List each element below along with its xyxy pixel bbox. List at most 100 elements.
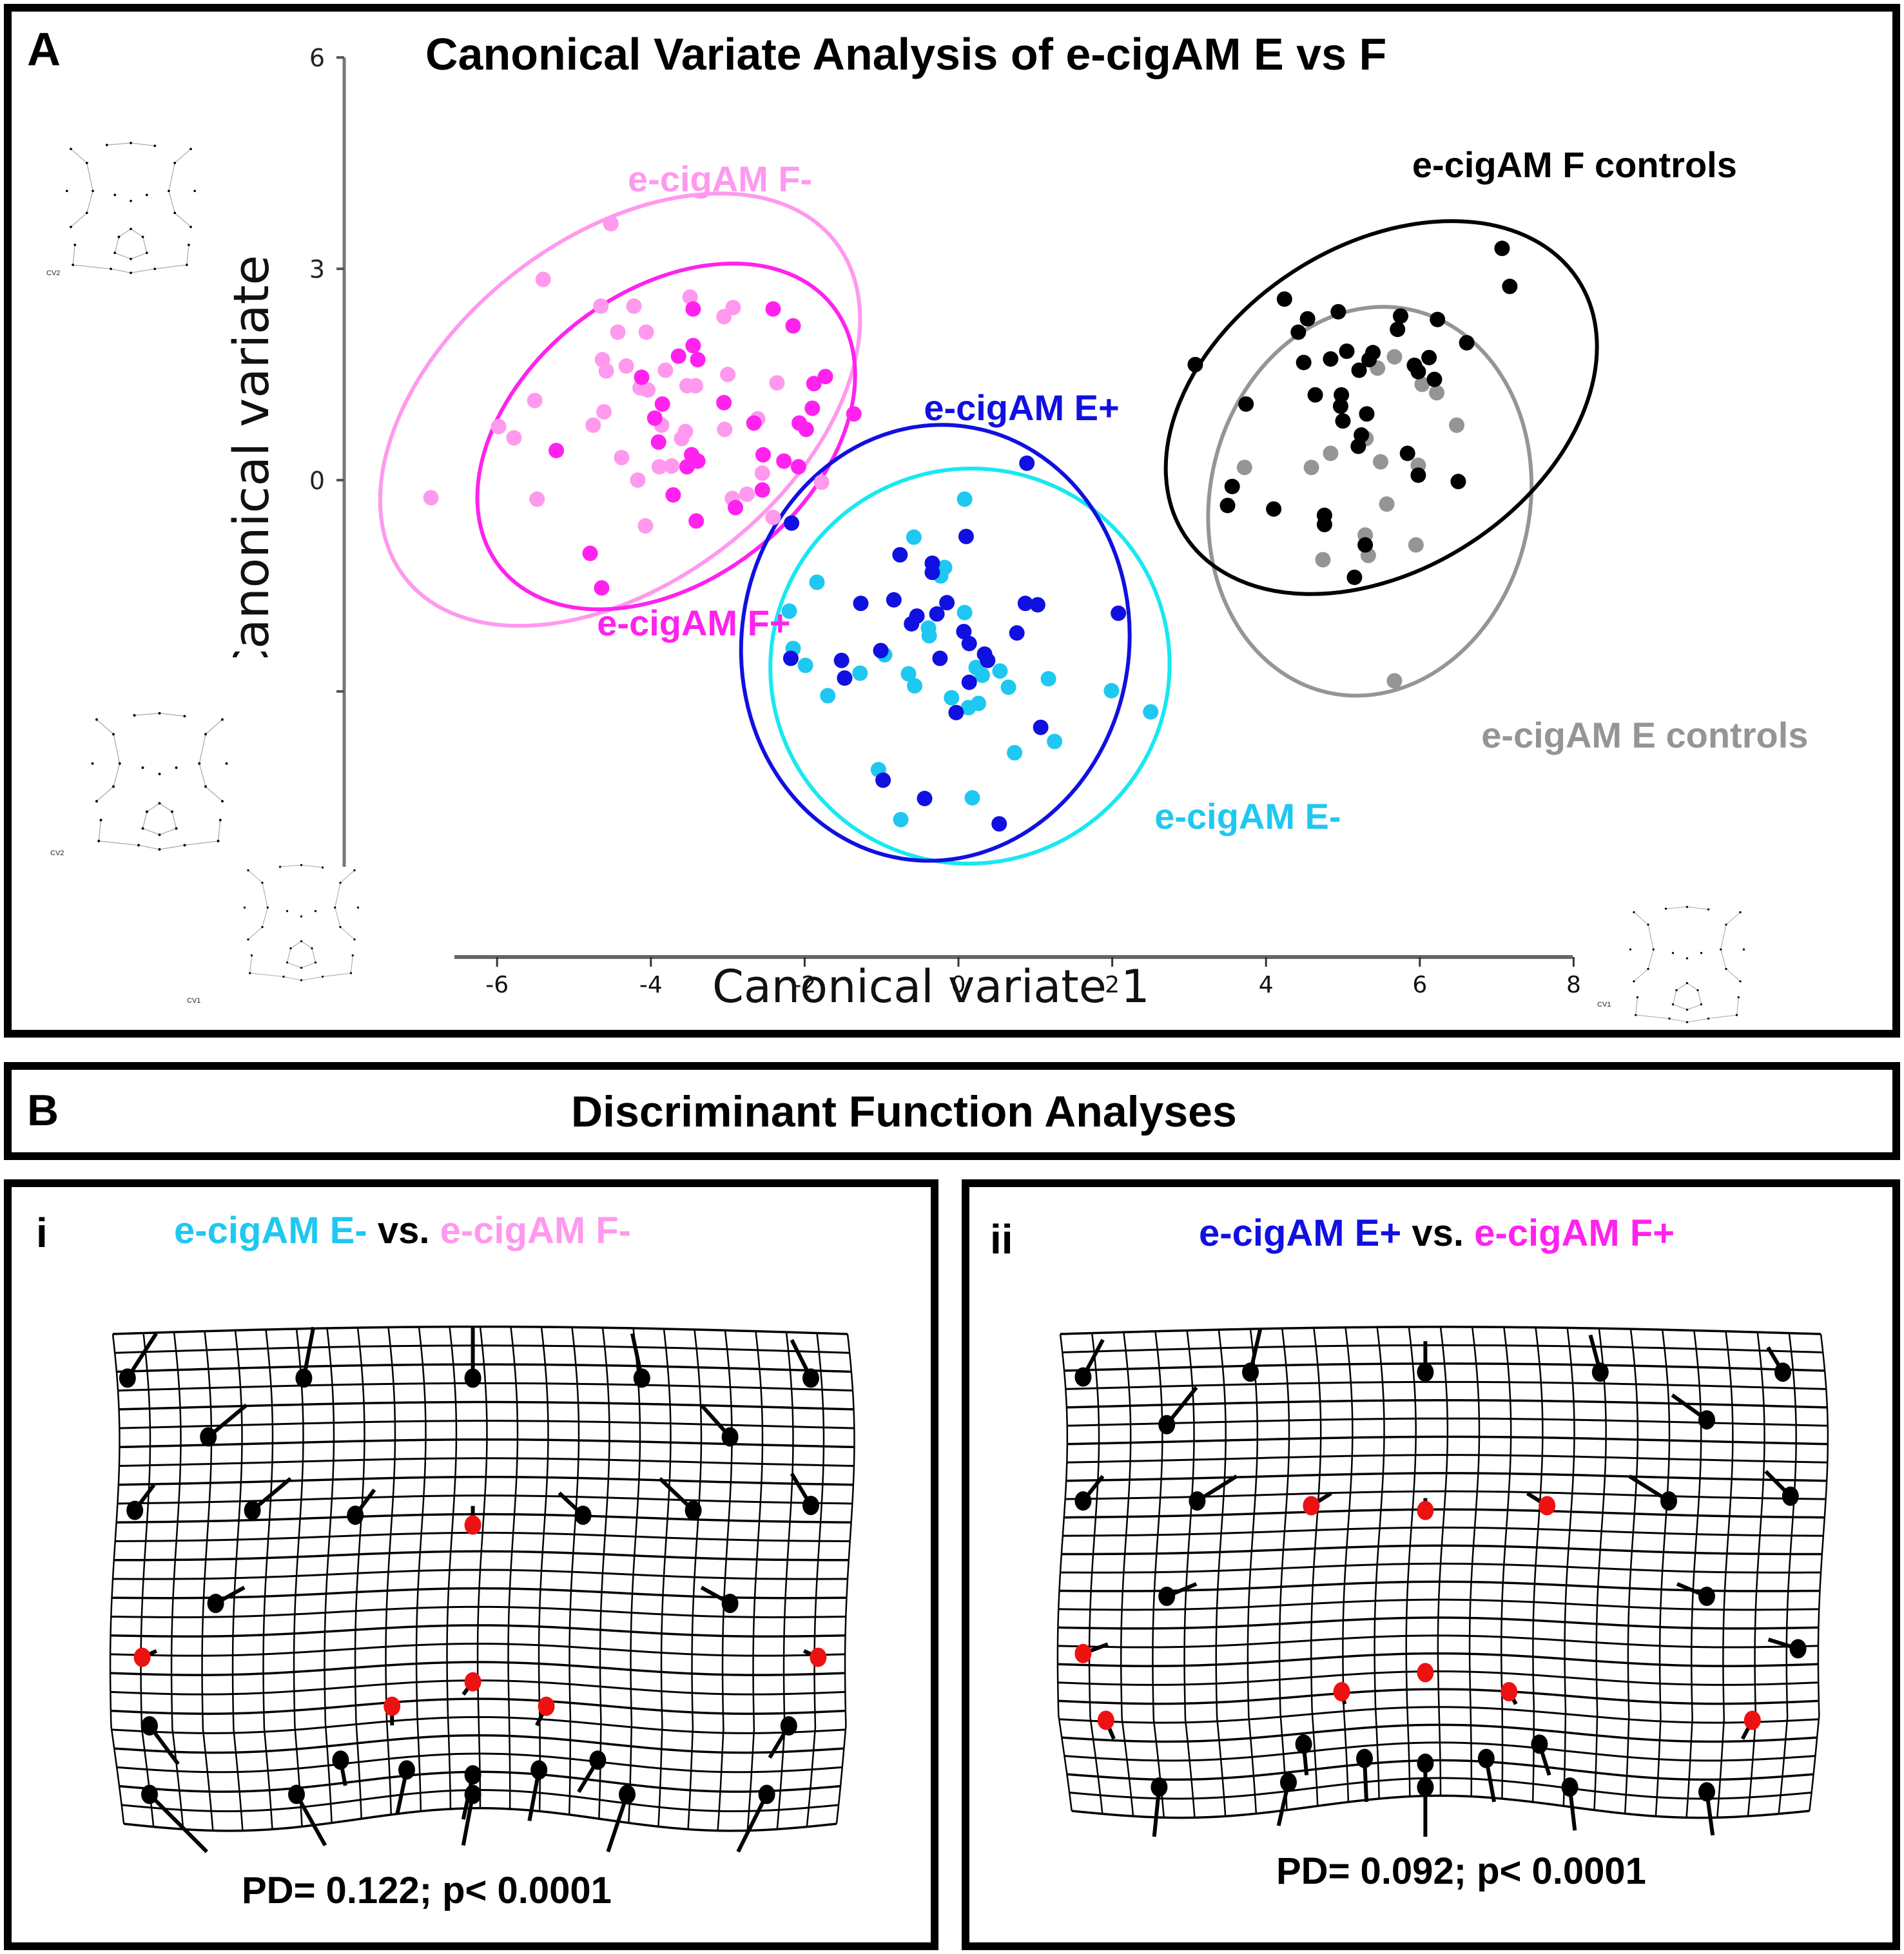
shape-tag-cv1-left: CV1 <box>187 997 201 1005</box>
landmark <box>464 1785 481 1804</box>
grid-column-line <box>1405 1326 1417 1797</box>
panel-b-ii-numeral: ii <box>990 1216 1013 1262</box>
grid-column-line <box>687 1329 703 1830</box>
data-point <box>1351 362 1367 378</box>
data-point <box>798 421 814 438</box>
data-point <box>527 392 543 409</box>
data-point <box>651 459 667 475</box>
data-point <box>1421 349 1437 365</box>
landmark-significant <box>538 1696 555 1716</box>
data-point <box>1290 324 1307 340</box>
data-point <box>924 565 940 581</box>
grid-column-line <box>324 1328 335 1823</box>
shape-tag-cv2-top: CV2 <box>46 269 61 277</box>
data-point <box>637 518 654 534</box>
data-point <box>665 487 681 503</box>
data-point <box>670 348 686 364</box>
landmark-shape-diagram <box>91 711 228 851</box>
landmark <box>464 1765 481 1785</box>
data-point <box>646 410 663 426</box>
panel-b-i <box>4 1179 938 1950</box>
data-point <box>1330 304 1346 320</box>
data-point <box>1339 343 1355 359</box>
grid-column-line <box>1056 1333 1073 1812</box>
data-point <box>1236 459 1252 476</box>
grid-column-line <box>507 1326 519 1809</box>
data-point <box>873 643 889 659</box>
data-point <box>754 482 770 498</box>
group-label-f-minus: e-cigAM F- <box>628 159 813 199</box>
panel-b-header <box>4 1062 1900 1160</box>
grid-column-line <box>293 1328 304 1827</box>
landmark <box>119 1368 136 1388</box>
data-point <box>1307 387 1323 403</box>
landmark-significant <box>1501 1682 1518 1701</box>
data-point <box>1350 438 1366 454</box>
data-point <box>958 528 974 545</box>
landmark-significant <box>1417 1500 1434 1520</box>
data-point <box>833 652 850 668</box>
comparison-vs: vs. <box>377 1210 430 1252</box>
data-point <box>991 816 1007 832</box>
group-label-e-controls: e-cigAM E controls <box>1481 715 1809 756</box>
x-axis-label: Canonical variate 1 <box>712 960 1150 1013</box>
landmark <box>530 1760 548 1780</box>
data-point <box>1361 352 1377 368</box>
grid-column-line <box>1655 1330 1671 1817</box>
data-point <box>1429 385 1445 401</box>
data-point <box>1372 454 1388 470</box>
comparison-left-group: e-cigAM E- <box>174 1210 367 1252</box>
data-point <box>784 515 800 531</box>
data-point <box>1029 597 1045 613</box>
landmark <box>1561 1777 1579 1797</box>
data-point <box>906 529 922 545</box>
landmark-significant <box>1539 1496 1556 1516</box>
data-point <box>992 663 1008 679</box>
data-point <box>875 772 891 788</box>
data-point <box>585 417 601 433</box>
data-point <box>746 415 762 431</box>
y-tick-label: 3 <box>309 255 325 284</box>
landmark <box>1660 1491 1677 1511</box>
data-point <box>739 486 755 502</box>
data-point <box>1238 396 1254 412</box>
data-point <box>1392 308 1408 324</box>
comparison-right-group: e-cigAM F- <box>440 1210 632 1252</box>
x-tick-label: 2 <box>1105 972 1120 998</box>
data-point <box>610 324 626 340</box>
comparison-left-group: e-cigAM E+ <box>1199 1212 1402 1254</box>
landmark <box>758 1785 775 1804</box>
panel-b-i-statistic: PD= 0.122; p< 0.0001 <box>242 1870 612 1911</box>
data-point <box>688 513 704 529</box>
grid-column-line <box>415 1326 427 1812</box>
x-tick-label: 6 <box>1412 972 1427 998</box>
data-point <box>1332 398 1348 414</box>
data-point <box>1346 569 1363 585</box>
landmark-significant <box>1417 1663 1434 1683</box>
landmark <box>295 1368 313 1388</box>
y-tick-label: 6 <box>309 44 325 72</box>
data-point <box>1390 322 1406 338</box>
landmark <box>1698 1410 1715 1430</box>
landmark <box>1531 1734 1548 1754</box>
data-point <box>1266 501 1282 517</box>
data-point <box>1000 679 1016 695</box>
data-point <box>904 615 920 632</box>
data-point <box>1408 537 1424 553</box>
data-point <box>1019 455 1035 471</box>
grid-column-line <box>746 1331 764 1831</box>
data-point <box>1410 467 1426 483</box>
panel-a-letter: A <box>27 24 61 75</box>
landmark <box>1295 1734 1312 1754</box>
data-point <box>716 394 732 411</box>
data-point <box>720 367 736 383</box>
y-tick-label: 0 <box>309 467 325 495</box>
data-point <box>1386 349 1403 365</box>
data-point <box>961 635 977 652</box>
grid-column-line <box>1468 1326 1481 1797</box>
panel-b-letter: B <box>27 1086 59 1135</box>
landmark <box>1782 1486 1799 1506</box>
data-point <box>630 472 646 488</box>
data-point <box>852 665 868 681</box>
